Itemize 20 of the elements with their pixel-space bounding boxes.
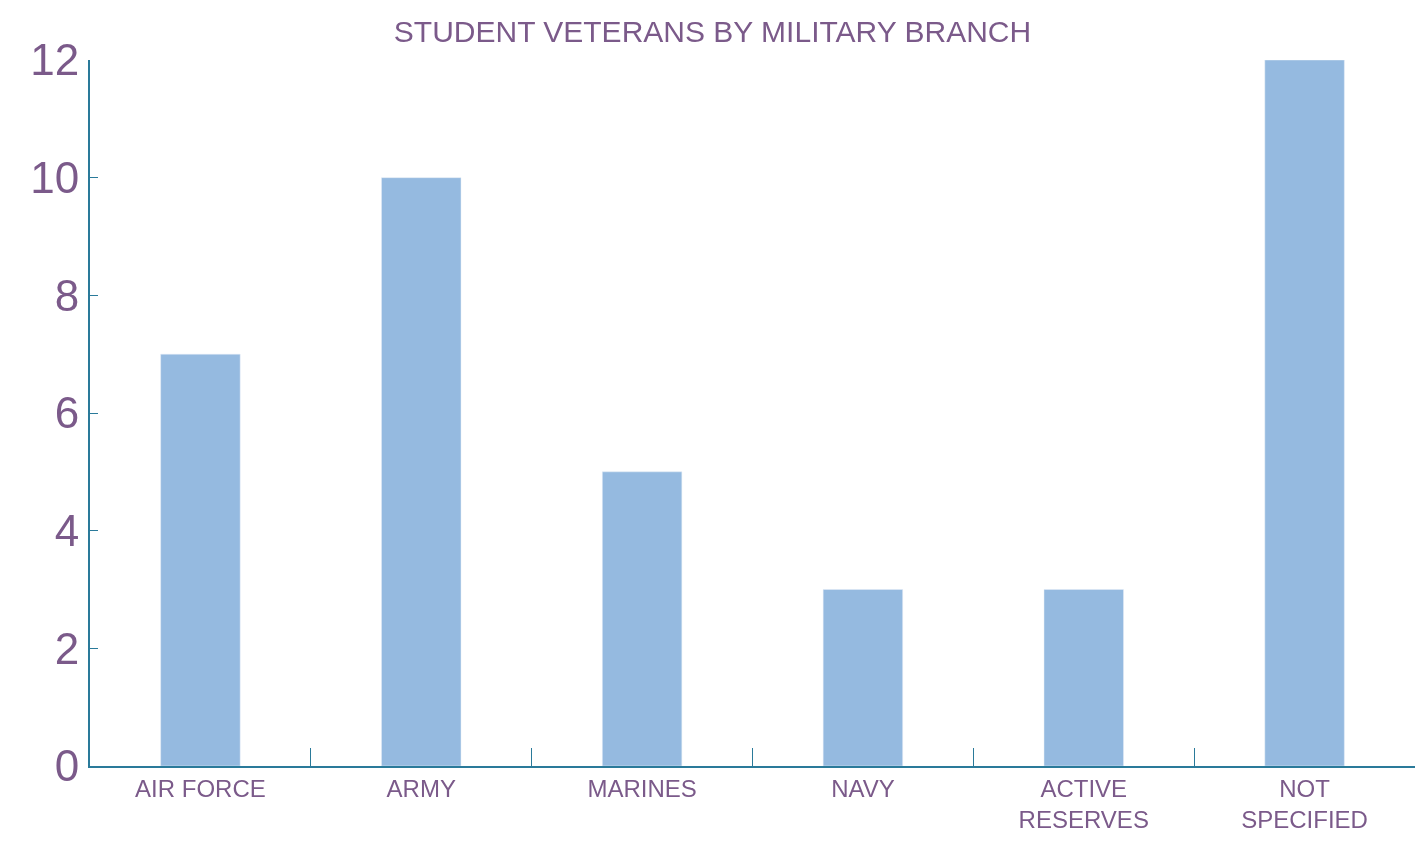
bar bbox=[602, 471, 683, 766]
y-tick-label: 8 bbox=[54, 270, 80, 320]
chart-title: STUDENT VETERANS BY MILITARY BRANCH bbox=[393, 15, 1032, 49]
bar bbox=[381, 177, 462, 766]
bar bbox=[1043, 589, 1124, 766]
x-tick-label: MARINES bbox=[587, 774, 697, 802]
x-tick-label: ARMY bbox=[386, 774, 456, 802]
bar bbox=[160, 353, 241, 766]
y-tick-label: 4 bbox=[54, 506, 80, 556]
x-tick-label: NOT SPECIFIED bbox=[1241, 774, 1368, 833]
y-tick-label: 2 bbox=[54, 623, 80, 673]
x-tick-label: ACTIVE RESERVES bbox=[1018, 774, 1149, 833]
y-tick-label: 10 bbox=[30, 153, 80, 203]
bar bbox=[1264, 60, 1345, 766]
bar bbox=[822, 589, 903, 766]
x-tick-label: NAVY bbox=[831, 774, 895, 802]
y-tick-label: 0 bbox=[54, 741, 80, 791]
x-tick-label: AIR FORCE bbox=[135, 774, 266, 802]
y-tick-label: 6 bbox=[54, 388, 80, 438]
y-tick-label: 12 bbox=[30, 35, 80, 85]
